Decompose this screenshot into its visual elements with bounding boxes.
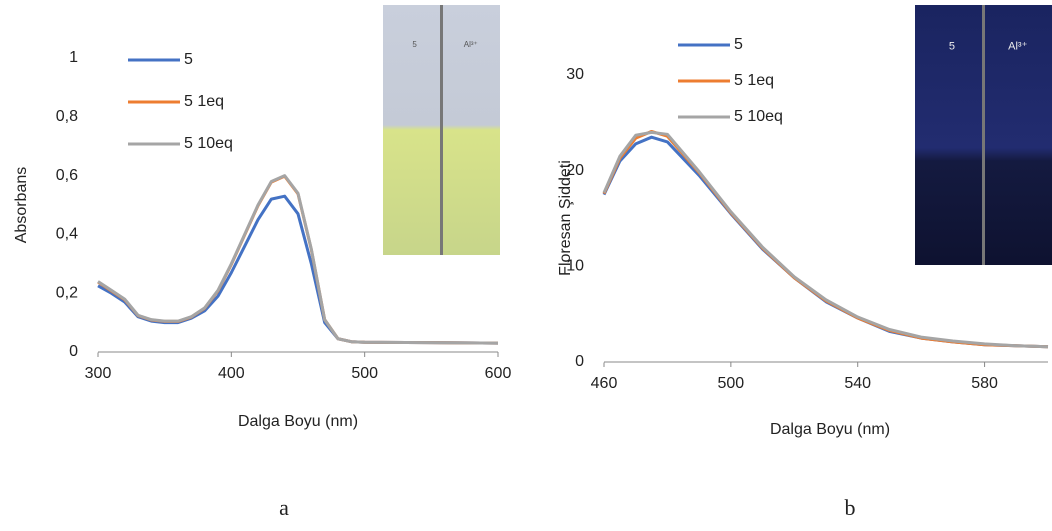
caption: a bbox=[279, 495, 289, 520]
y-axis-title: Absorbans bbox=[13, 167, 30, 244]
legend-label: 5 10eq bbox=[184, 135, 233, 152]
y-tick-label: 30 bbox=[566, 66, 584, 83]
y-tick-label: 20 bbox=[566, 162, 584, 179]
y-tick-label: 0,6 bbox=[56, 167, 78, 184]
x-tick-label: 540 bbox=[844, 375, 871, 392]
inset-label: 5 bbox=[949, 41, 955, 53]
y-tick-label: 0,8 bbox=[56, 108, 78, 125]
y-tick-label: 0,2 bbox=[56, 284, 78, 301]
x-tick-label: 400 bbox=[218, 365, 245, 382]
legend-label: 5 bbox=[184, 51, 193, 68]
legend-label: 5 1eq bbox=[734, 72, 774, 89]
y-tick-label: 0 bbox=[69, 343, 78, 360]
x-tick-label: 300 bbox=[85, 365, 112, 382]
y-axis-title: Floresan Şiddeti bbox=[557, 160, 574, 276]
legend-label: 5 bbox=[734, 36, 743, 53]
x-tick-label: 600 bbox=[485, 365, 512, 382]
x-tick-label: 500 bbox=[718, 375, 745, 392]
y-tick-label: 0,4 bbox=[56, 226, 78, 243]
x-axis-title: Dalga Boyu (nm) bbox=[238, 413, 358, 430]
y-tick-label: 1 bbox=[69, 49, 78, 66]
x-tick-label: 460 bbox=[591, 375, 618, 392]
x-tick-label: 500 bbox=[351, 365, 378, 382]
x-tick-label: 580 bbox=[971, 375, 998, 392]
chart: 5 Al³⁺ 460 500 540 580 0 10 20 30 Dalga Boyu (nm) F… bbox=[557, 5, 1052, 520]
inset-label: 5 bbox=[412, 40, 417, 49]
y-tick-label: 10 bbox=[566, 258, 584, 275]
legend-label: 5 1eq bbox=[184, 93, 224, 110]
x-axis-title: Dalga Boyu (nm) bbox=[770, 421, 890, 438]
inset-label: Al³⁺ bbox=[464, 40, 478, 49]
line-series bbox=[602, 130, 1049, 349]
inset-label: Al³⁺ bbox=[1008, 41, 1027, 53]
caption: b bbox=[845, 495, 856, 520]
y-tick-label: 0 bbox=[575, 353, 584, 370]
line-series bbox=[97, 174, 499, 345]
legend-label: 5 10eq bbox=[734, 108, 783, 125]
chart: 5 Al³⁺ 300 400 500 600 0 0,2 0,4 0,6 0,8 1 Dalga Boy… bbox=[13, 5, 511, 520]
